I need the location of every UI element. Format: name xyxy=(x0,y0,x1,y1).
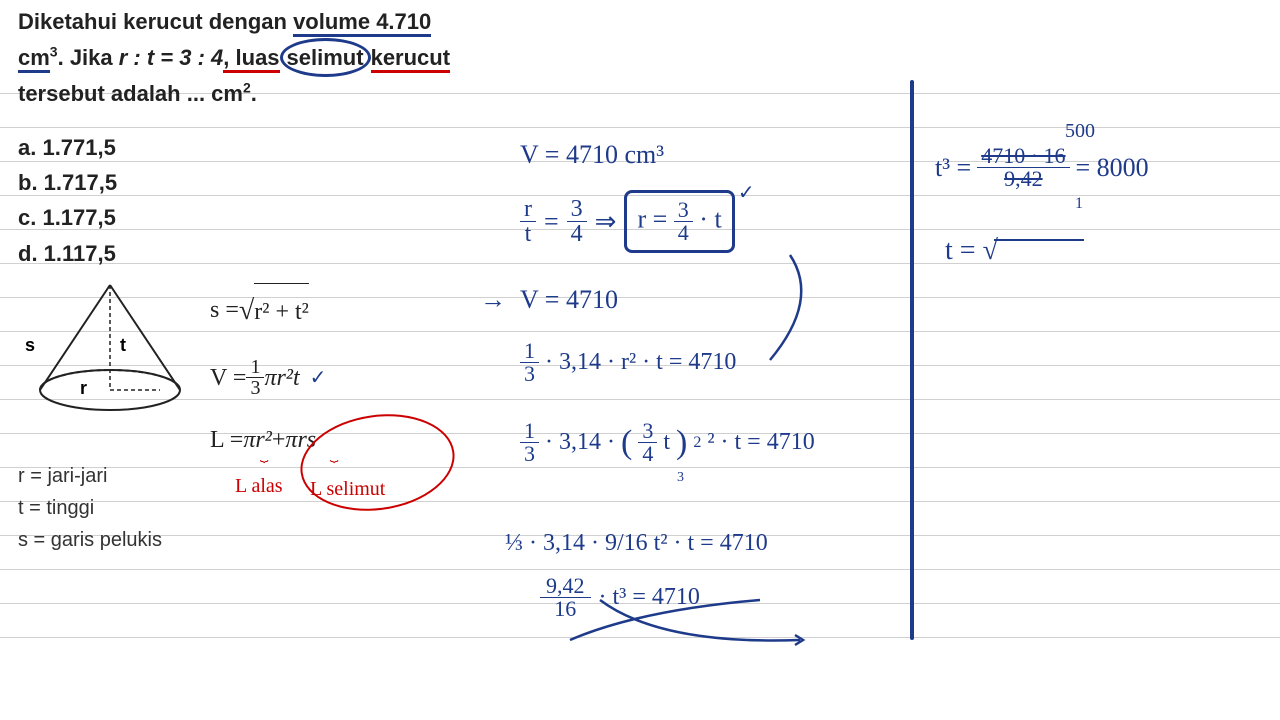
problem-text-2: . Jika xyxy=(58,45,119,70)
work-line6: ⅓ · 3,14 · 9/16 t² · t = 4710 xyxy=(505,530,768,557)
work-r-teq: t = √ xyxy=(945,235,998,266)
work-arrow2: → xyxy=(480,285,506,315)
legend-t: t = tinggi xyxy=(18,492,162,524)
legend-block: r = jari-jari t = tinggi s = garis peluk… xyxy=(18,460,162,556)
red-label-alas: L alas xyxy=(235,475,283,498)
work-r-line1: t³ = 4710 · 16 9,42 = 8000 xyxy=(935,145,1149,190)
cone-label-s: s xyxy=(25,335,35,356)
cone-svg xyxy=(25,280,195,420)
problem-ratio: r : t = 3 : 4 xyxy=(119,45,224,70)
work-line5: 1 3 · 3,14 · ( 3 4 t ) 2 ² · t = 4710 xyxy=(520,420,815,465)
work-r-line2: t = √ xyxy=(945,235,1084,267)
work-l5-t: t xyxy=(663,429,670,456)
work-line4: 1 3 · 3,14 · r² · t = 4710 xyxy=(520,340,736,385)
option-d: d. 1.117,5 xyxy=(18,236,117,271)
paren-r-icon: ) xyxy=(676,424,687,462)
formula-v-lhs: V = xyxy=(210,352,246,405)
work-r-eq8000: = 8000 xyxy=(1076,153,1149,183)
work-l2-mult: · t xyxy=(699,204,721,233)
formula-v: V = 1 3 πr²t ✓ xyxy=(210,352,326,405)
formula-l-plus: + xyxy=(272,414,286,467)
legend-s: s = garis pelukis xyxy=(18,524,162,556)
work-l2-arrow: ⇒ xyxy=(595,207,617,237)
problem-statement: Diketahui kerucut dengan volume 4.710 cm… xyxy=(18,5,518,110)
work-sub3: 3 xyxy=(677,470,684,486)
work-line1: V = 4710 cm³ xyxy=(520,140,664,170)
checkmark2-icon: ✓ xyxy=(738,180,755,205)
problem-sup3: 3 xyxy=(50,44,58,60)
work-r-t3: t³ = xyxy=(935,153,971,183)
problem-dot: . xyxy=(251,81,257,106)
option-b: b. 1.717,5 xyxy=(18,165,117,200)
work-l2-4: 4 xyxy=(567,222,587,246)
boxed-result: r = 3 4 · t xyxy=(624,190,734,253)
red-bracket-1: ⏟ xyxy=(260,448,268,464)
formula-v-rhs: πr²t xyxy=(264,352,299,405)
work-l4-3: 3 xyxy=(520,363,539,385)
problem-text-4: tersebut adalah ... cm xyxy=(18,81,243,106)
work-l5-rest: ² · t = 4710 xyxy=(707,429,814,456)
work-l2-3b: 3 xyxy=(674,199,693,222)
work-l2-r: r xyxy=(520,197,536,222)
legend-r: r = jari-jari xyxy=(18,460,162,492)
problem-text-3: , luas xyxy=(223,45,279,73)
work-l5-a: · 3,14 · xyxy=(545,429,615,456)
formula-l-lhs: L = xyxy=(210,414,243,467)
work-r-500: 500 xyxy=(1065,120,1095,143)
work-r-num: 4710 · 16 xyxy=(977,145,1069,168)
work-l5-4: 4 xyxy=(638,443,657,465)
option-c: c. 1.177,5 xyxy=(18,200,117,235)
cone-label-r: r xyxy=(80,378,87,399)
work-line2: r t = 3 4 ⇒ r = 3 4 · t ✓ xyxy=(520,190,735,253)
cone-label-t: t xyxy=(120,335,126,356)
paren-l-icon: ( xyxy=(621,424,632,462)
answer-options: a. 1.771,5 b. 1.717,5 c. 1.177,5 d. 1.11… xyxy=(18,130,117,271)
work-l2-4b: 4 xyxy=(674,222,693,244)
work-l5-1: 1 xyxy=(520,420,539,443)
problem-sup2: 2 xyxy=(243,80,251,96)
sqrt-icon: √ xyxy=(239,280,254,342)
work-l2-t: t xyxy=(521,222,536,246)
work-l5-3: 3 xyxy=(520,443,539,465)
problem-selimut-circled: selimut xyxy=(280,38,371,77)
problem-cm: cm xyxy=(18,45,50,73)
problem-text-1: Diketahui kerucut dengan xyxy=(18,9,293,34)
work-l4-rest: · 3,14 · r² · t = 4710 xyxy=(545,349,736,376)
problem-kerucut: kerucut xyxy=(371,45,450,73)
curve-arrow xyxy=(760,250,840,370)
cross-arrows xyxy=(560,590,840,660)
work-l5-sq: 2 xyxy=(693,434,701,452)
sqrt-bar xyxy=(994,239,1084,241)
formula-s-rhs: r² + t² xyxy=(254,283,309,339)
option-a: a. 1.771,5 xyxy=(18,130,117,165)
problem-underline-volume: volume 4.710 xyxy=(293,9,431,37)
checkmark-icon: ✓ xyxy=(310,356,327,400)
formula-s: s = √ r² + t² xyxy=(210,280,326,342)
work-r-sub1: 1 xyxy=(1075,195,1083,213)
eq-icon: = xyxy=(544,207,559,237)
work-l4-1: 1 xyxy=(520,340,539,363)
formula-v-num: 1 xyxy=(246,357,264,378)
formula-v-den: 3 xyxy=(246,378,264,398)
work-r-den: 9,42 xyxy=(1000,168,1047,190)
work-l2-req: r = xyxy=(637,204,673,233)
work-l2-3: 3 xyxy=(567,197,587,222)
vertical-divider xyxy=(910,80,914,640)
work-l5-3b: 3 xyxy=(638,420,657,443)
formula-s-lhs: s = xyxy=(210,284,239,337)
work-line3: V = 4710 xyxy=(520,285,618,315)
formula-v-frac: 1 3 xyxy=(246,357,264,398)
cone-diagram: s t r xyxy=(25,280,195,425)
